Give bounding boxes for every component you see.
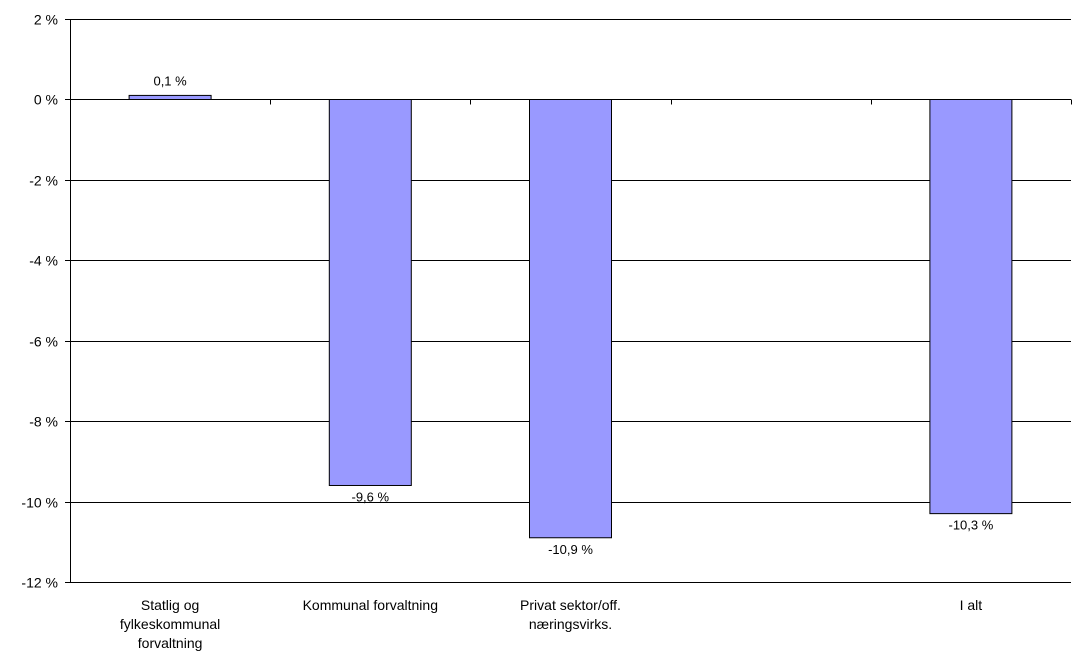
bar (328, 99, 412, 486)
y-tick-label: -6 % (29, 334, 58, 350)
data-labels: 0,1 % -9,6 % -10,9 % -10,3 % (153, 73, 993, 556)
x-category-label: forvaltning (138, 635, 203, 651)
x-axis-category-ticks (70, 99, 1072, 105)
bar-value-label: 0,1 % (153, 73, 187, 88)
x-category-label: næringsvirks. (529, 616, 612, 632)
bar (128, 94, 212, 100)
y-tick-label: 0 % (34, 92, 58, 108)
y-tick-label: -2 % (29, 173, 58, 189)
bar-value-label: -10,3 % (948, 518, 993, 533)
y-tick-label: -4 % (29, 253, 58, 269)
bar-value-label: -10,9 % (548, 542, 593, 557)
y-tick-label: 2 % (34, 12, 58, 28)
x-category-label: Privat sektor/off. (520, 597, 621, 613)
y-tick-label: -10 % (21, 495, 58, 511)
bars (128, 94, 1013, 539)
x-category-label: fylkeskommunal (120, 616, 220, 632)
x-category-label: Statlig og (141, 597, 199, 613)
x-axis-labels: Statlig og fylkeskommunal forvaltning Kommu… (120, 597, 982, 651)
y-tick-label: -12 % (21, 575, 58, 591)
x-category-label: I alt (960, 597, 983, 613)
bar-value-label: -9,6 % (352, 489, 390, 504)
bar (929, 99, 1013, 515)
y-axis-ticks: 2 % 0 % -2 % -4 % -6 % -8 % -10 % -12 % (21, 12, 70, 591)
x-category-label: Kommunal forvaltning (303, 597, 438, 613)
bar (529, 99, 612, 539)
y-tick-label: -8 % (29, 414, 58, 430)
axes (70, 19, 1071, 582)
